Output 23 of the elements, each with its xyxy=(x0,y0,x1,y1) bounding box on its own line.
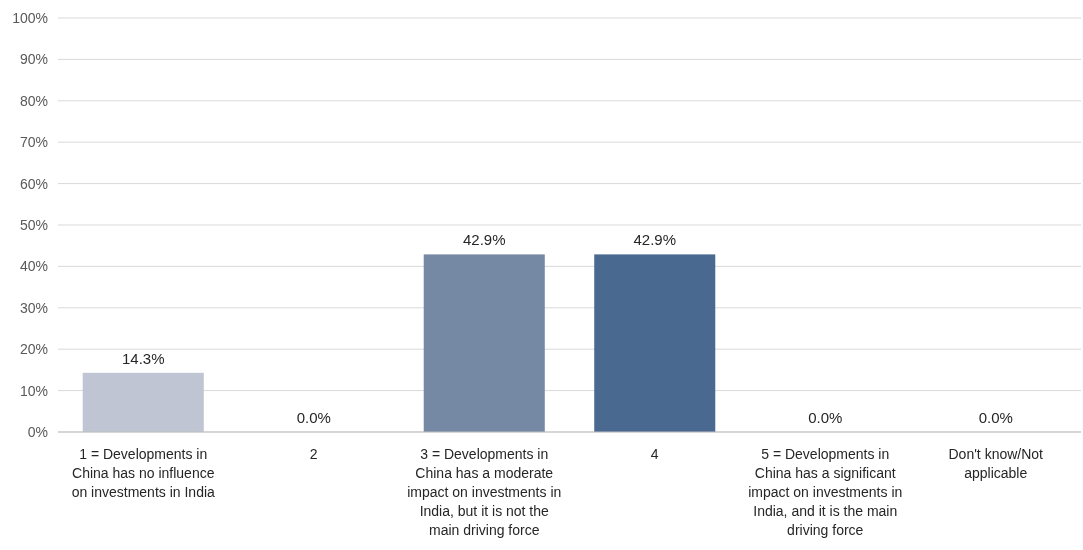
y-tick-label: 80% xyxy=(19,92,48,109)
data-label: 42.9% xyxy=(633,231,677,249)
y-tick-label: 60% xyxy=(19,175,48,192)
data-label: 14.3% xyxy=(121,349,165,367)
y-tick-label: 30% xyxy=(19,299,48,316)
y-tick-label: 0% xyxy=(27,423,48,440)
y-tick-label: 100% xyxy=(12,9,48,26)
y-tick-label: 90% xyxy=(19,51,48,68)
x-tick-label: 1 = Developments in China has no influence on investments in India xyxy=(71,446,216,500)
data-label: 0.0% xyxy=(296,409,331,426)
data-label: 42.9% xyxy=(462,231,506,249)
y-tick-label: 50% xyxy=(19,216,48,233)
x-tick-label: 4 xyxy=(650,446,659,462)
data-label: 0.0% xyxy=(808,409,843,426)
x-tick-label: 3 = Developments in China has a moderate impact on investments in India, but it is not the main driving force xyxy=(407,446,562,538)
x-tick-label: Don't know/Not applicable xyxy=(948,446,1044,481)
x-tick-label: 2 xyxy=(309,446,318,462)
y-tick-label: 10% xyxy=(19,382,48,399)
y-tick-label: 40% xyxy=(19,258,48,275)
y-tick-label: 20% xyxy=(19,341,48,358)
x-tick-label: 5 = Developments in China has a significant impact on investments in India, and it is the main driving force xyxy=(748,446,903,538)
y-tick-label: 70% xyxy=(19,134,48,151)
data-label: 0.0% xyxy=(978,409,1013,426)
